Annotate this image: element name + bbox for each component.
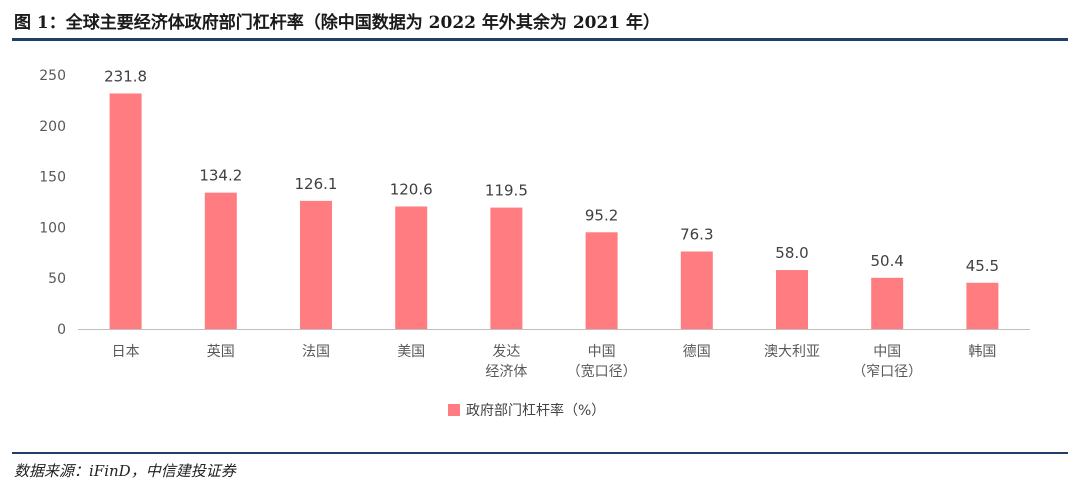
y-tick-label: 150: [39, 170, 66, 186]
legend: 政府部门杠杆率（%）: [448, 400, 605, 420]
x-tick-label: 韩国: [968, 344, 996, 360]
data-label: 231.8: [104, 67, 147, 85]
x-tick-label: 法国: [302, 344, 330, 360]
bar-chart: 0 50 100 150 200 250 231.8 日本 134.2 英国 126.1 法国 120.…: [39, 67, 1030, 380]
source-note: 数据来源：iFinD，中信建投证券: [14, 462, 236, 480]
top-rule: [12, 38, 1068, 41]
bar: [585, 232, 618, 329]
x-tick-label: 澳大利亚: [764, 344, 820, 360]
data-label: 76.3: [680, 225, 713, 243]
x-tick-label: 英国: [207, 343, 235, 360]
data-label: 95.2: [585, 206, 618, 224]
y-tick-label: 200: [39, 119, 66, 135]
data-label: 50.4: [870, 252, 903, 270]
y-tick-label: 0: [57, 322, 66, 338]
x-tick-label: 日本: [112, 344, 140, 360]
data-label: 45.5: [966, 257, 999, 275]
data-label: 126.1: [295, 175, 338, 193]
bar: [204, 192, 237, 329]
x-tick-label: 发达: [492, 344, 520, 360]
bar: [109, 93, 142, 329]
data-label: 58.0: [775, 244, 808, 262]
bar: [871, 277, 904, 329]
bottom-rule: [12, 452, 1068, 454]
data-label: 120.6: [390, 180, 433, 198]
x-tick-label: 德国: [683, 344, 711, 360]
data-label: 134.2: [199, 167, 242, 185]
y-tick-label: 100: [39, 220, 66, 236]
bar: [776, 270, 808, 329]
x-tick-label: 美国: [397, 344, 425, 360]
bar: [490, 207, 523, 329]
legend-swatch: [448, 404, 460, 416]
bar: [680, 251, 713, 329]
y-tick-label: 50: [48, 271, 66, 287]
x-tick-label: （宽口径）: [567, 363, 637, 380]
bar: [300, 200, 332, 329]
x-tick-label: （窄口径）: [852, 363, 922, 380]
bar: [395, 206, 428, 329]
x-tick-label: 中国: [588, 344, 616, 360]
legend-label: 政府部门杠杆率（%）: [466, 403, 606, 419]
x-tick-label: 经济体: [485, 364, 527, 380]
x-tick-label: 中国: [873, 344, 901, 360]
figure-title: 图 1：全球主要经济体政府部门杠杆率（除中国数据为 2022 年外其余为 202…: [14, 13, 661, 33]
y-tick-label: 250: [39, 68, 66, 84]
bar: [966, 282, 999, 329]
data-label: 119.5: [485, 182, 528, 200]
